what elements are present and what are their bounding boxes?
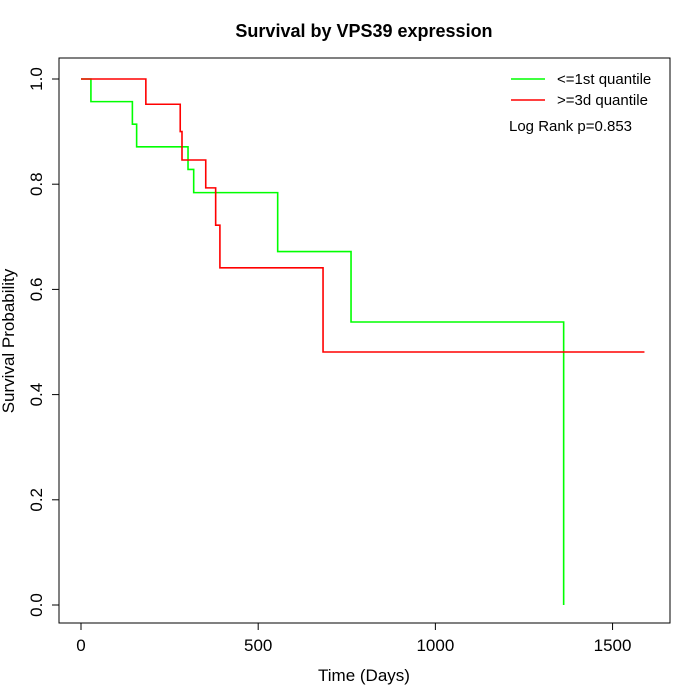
y-tick-label: 0.4 [27,383,46,407]
y-tick-label: 0.8 [27,172,46,196]
legend: <=1st quantile >=3d quantile [511,71,651,109]
legend-label-high: >=3d quantile [557,92,648,109]
x-tick-label: 1500 [594,636,632,655]
x-tick-label: 0 [76,636,85,655]
chart-title: Survival by VPS39 expression [235,21,492,41]
y-axis-label: Survival Probability [0,268,18,413]
survival-curve-low [81,78,565,605]
y-tick-label: 0.2 [27,488,46,512]
legend-label-low: <=1st quantile [557,71,651,88]
x-axis: 0 500 1000 1500 [76,622,632,655]
x-tick-label: 1000 [416,636,454,655]
y-tick-label: 0.0 [27,593,46,617]
plot-frame [58,57,671,624]
log-rank-annotation: Log Rank p=0.853 [509,118,632,135]
x-axis-label: Time (Days) [318,666,410,685]
survival-curve-high [81,78,645,353]
y-tick-label: 0.6 [27,278,46,302]
y-tick-label: 1.0 [27,67,46,91]
x-tick-label: 500 [244,636,272,655]
y-axis: 0.0 0.2 0.4 0.6 0.8 1.0 [27,67,60,617]
survival-curves [81,78,645,605]
